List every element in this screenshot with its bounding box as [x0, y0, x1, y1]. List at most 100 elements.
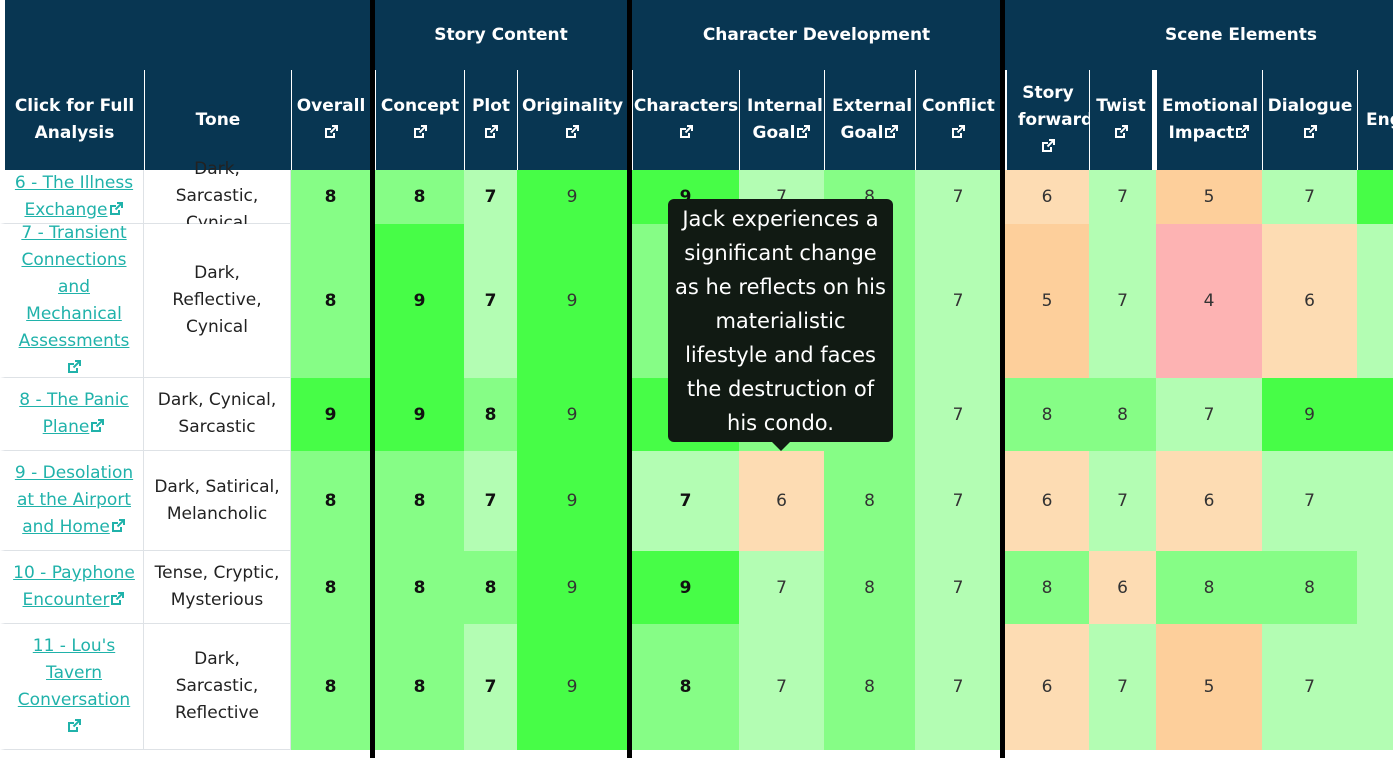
score-cell-dialogue[interactable]: 8	[1262, 551, 1357, 624]
score-cell-originality[interactable]: 9	[517, 224, 627, 378]
score-cell-concept[interactable]: 8	[375, 451, 464, 551]
score-cell-emotional-impact[interactable]: 7	[1156, 378, 1262, 451]
score-cell-twist[interactable]: 7	[1089, 624, 1156, 750]
score-cell-plot[interactable]: 7	[464, 224, 517, 378]
score-cell-originality[interactable]: 9	[517, 624, 627, 750]
scene-link[interactable]: 10 - Payphone Encounter	[13, 563, 135, 610]
score-cell-dialogue[interactable]: 7	[1262, 624, 1357, 750]
external-link-icon[interactable]	[1234, 122, 1250, 138]
external-link-icon[interactable]	[795, 122, 811, 138]
score-cell-emotional-impact[interactable]: 5	[1156, 170, 1262, 224]
col-header-tone[interactable]: Tone	[144, 70, 291, 170]
score-cell-originality[interactable]: 9	[517, 451, 627, 551]
scene-link[interactable]: 11 - Lou's Tavern Conversation	[13, 633, 135, 741]
score-cell-concept[interactable]: 8	[375, 170, 464, 224]
score-cell-conflict[interactable]: 7	[915, 551, 1001, 624]
score-cell-plot[interactable]: 8	[464, 378, 517, 451]
external-link-icon[interactable]	[564, 122, 580, 138]
score-cell-overall[interactable]: 8	[291, 170, 370, 224]
score-cell-conflict[interactable]: 7	[915, 224, 1001, 378]
score-cell-dialogue[interactable]: 6	[1262, 224, 1357, 378]
col-header-conflict[interactable]: Conflict	[915, 70, 1001, 170]
col-header-dialogue[interactable]: Dialogue	[1262, 70, 1357, 170]
score-cell-story-forward[interactable]: 8	[1005, 378, 1089, 451]
score-cell-characters[interactable]: 7	[632, 451, 739, 551]
score-cell-internal-goal[interactable]: 7	[739, 551, 824, 624]
score-cell-concept[interactable]: 8	[375, 551, 464, 624]
score-cell-emotional-impact[interactable]: 5	[1156, 624, 1262, 750]
col-header-originality[interactable]: Originality	[517, 70, 627, 170]
score-cell-engagement[interactable]	[1357, 224, 1393, 378]
score-cell-emotional-impact[interactable]: 4	[1156, 224, 1262, 378]
col-header-scene[interactable]: Click for Full Analysis	[0, 70, 144, 170]
col-header-internal-goal[interactable]: Internal Goal	[739, 70, 824, 170]
score-cell-emotional-impact[interactable]: 8	[1156, 551, 1262, 624]
score-cell-external-goal[interactable]: 8	[824, 624, 915, 750]
scene-link[interactable]: 6 - The Illness Exchange	[14, 172, 134, 220]
scene-link[interactable]: 7 - Transient Connections and Mechanical…	[13, 220, 135, 382]
score-cell-characters[interactable]: 9	[632, 551, 739, 624]
score-cell-twist[interactable]: 7	[1089, 224, 1156, 378]
col-header-concept[interactable]: Concept	[375, 70, 464, 170]
external-link-icon[interactable]	[483, 122, 499, 138]
score-cell-plot[interactable]: 8	[464, 551, 517, 624]
score-cell-overall[interactable]: 8	[291, 551, 370, 624]
score-cell-concept[interactable]: 8	[375, 624, 464, 750]
score-cell-plot[interactable]: 7	[464, 624, 517, 750]
score-cell-story-forward[interactable]: 8	[1005, 551, 1089, 624]
score-cell-overall[interactable]: 8	[291, 224, 370, 378]
external-link-icon[interactable]	[323, 122, 339, 138]
score-cell-overall[interactable]: 9	[291, 378, 370, 451]
external-link-icon[interactable]	[1040, 136, 1056, 152]
score-cell-engagement[interactable]	[1357, 551, 1393, 624]
score-cell-story-forward[interactable]: 5	[1005, 224, 1089, 378]
external-link-icon[interactable]	[1302, 122, 1318, 138]
score-cell-originality[interactable]: 9	[517, 170, 627, 224]
score-cell-overall[interactable]: 8	[291, 451, 370, 551]
score-cell-concept[interactable]: 9	[375, 224, 464, 378]
score-cell-emotional-impact[interactable]: 6	[1156, 451, 1262, 551]
score-cell-engagement[interactable]	[1357, 624, 1393, 750]
score-cell-story-forward[interactable]: 6	[1005, 624, 1089, 750]
score-cell-story-forward[interactable]: 6	[1005, 170, 1089, 224]
score-cell-overall[interactable]: 8	[291, 624, 370, 750]
scene-link[interactable]: 8 - The Panic Plane	[19, 390, 129, 437]
col-header-engagement[interactable]: Eng	[1357, 70, 1393, 170]
score-cell-external-goal[interactable]: 8	[824, 451, 915, 551]
score-cell-internal-goal[interactable]: 7	[739, 624, 824, 750]
score-cell-plot[interactable]: 7	[464, 170, 517, 224]
score-cell-twist[interactable]: 7	[1089, 170, 1156, 224]
score-cell-concept[interactable]: 9	[375, 378, 464, 451]
col-header-emotional-impact[interactable]: Emotional Impact	[1156, 70, 1262, 170]
col-header-characters[interactable]: Characters	[632, 70, 739, 170]
score-cell-originality[interactable]: 9	[517, 378, 627, 451]
score-cell-engagement[interactable]	[1357, 170, 1393, 224]
score-cell-twist[interactable]: 8	[1089, 378, 1156, 451]
external-link-icon[interactable]	[883, 122, 899, 138]
score-cell-originality[interactable]: 9	[517, 551, 627, 624]
col-header-plot[interactable]: Plot	[464, 70, 517, 170]
col-header-external-goal[interactable]: External Goal	[824, 70, 915, 170]
score-cell-conflict[interactable]: 7	[915, 170, 1001, 224]
external-link-icon[interactable]	[678, 122, 694, 138]
col-header-story-forward[interactable]: Story forward	[1006, 70, 1093, 170]
score-cell-dialogue[interactable]: 7	[1262, 451, 1357, 551]
score-cell-dialogue[interactable]: 7	[1262, 170, 1357, 224]
score-cell-internal-goal[interactable]: 6	[739, 451, 824, 551]
col-header-twist[interactable]: Twist	[1089, 70, 1152, 170]
score-cell-engagement[interactable]	[1357, 378, 1393, 451]
external-link-icon[interactable]	[412, 122, 428, 138]
scene-link[interactable]: 9 - Desolation at the Airport and Home	[14, 463, 134, 537]
score-cell-plot[interactable]: 7	[464, 451, 517, 551]
score-cell-engagement[interactable]	[1357, 451, 1393, 551]
score-cell-conflict[interactable]: 7	[915, 378, 1001, 451]
score-cell-dialogue[interactable]: 9	[1262, 378, 1357, 451]
external-link-icon[interactable]	[1113, 122, 1129, 138]
score-cell-characters[interactable]: 8	[632, 624, 739, 750]
score-cell-external-goal[interactable]: 8	[824, 551, 915, 624]
score-cell-conflict[interactable]: 7	[915, 451, 1001, 551]
score-cell-twist[interactable]: 7	[1089, 451, 1156, 551]
external-link-icon[interactable]	[950, 122, 966, 138]
score-cell-conflict[interactable]: 7	[915, 624, 1001, 750]
score-cell-twist[interactable]: 6	[1089, 551, 1156, 624]
